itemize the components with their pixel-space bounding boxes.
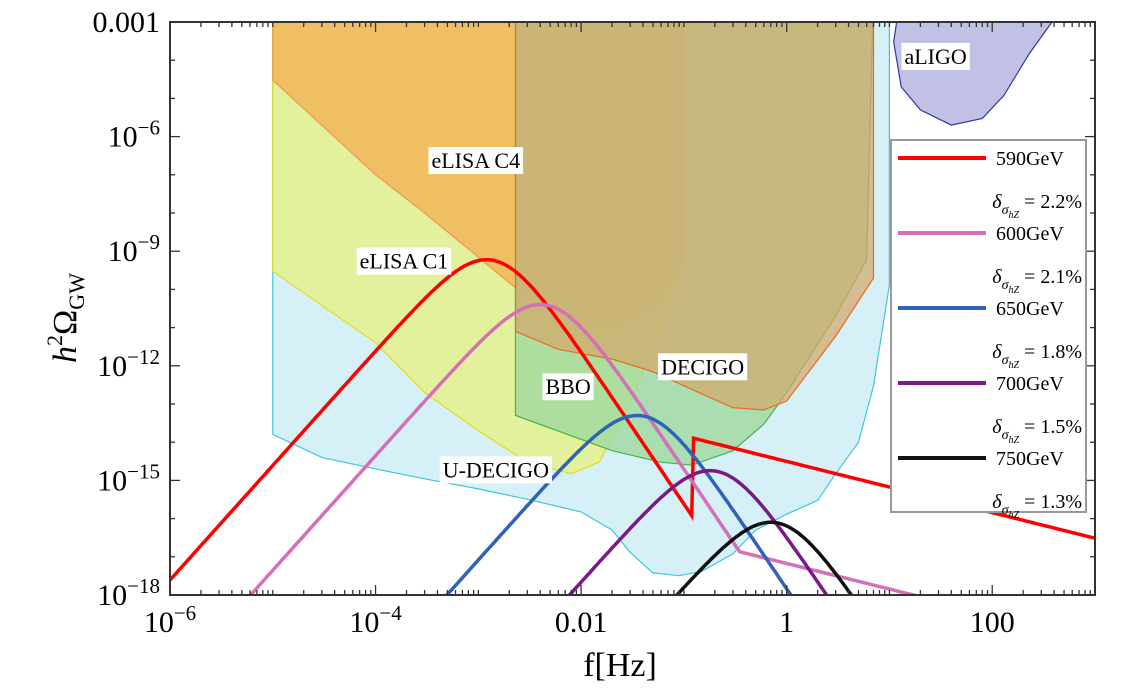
legend-delta-700gev: δσhZ = 1.5% <box>992 416 1082 446</box>
x-tick-label: 10−6 <box>144 601 196 639</box>
legend-label-750gev: 750GeV <box>996 448 1064 470</box>
plot-frame <box>169 21 1096 596</box>
region-label-bg <box>439 456 553 484</box>
legend-delta-590gev: δσhZ = 2.2% <box>992 191 1082 221</box>
region-label-bg <box>428 147 524 175</box>
x-tick-label: 100 <box>970 606 1015 639</box>
legend-box <box>890 139 1087 513</box>
legend-delta-650gev: δσhZ = 1.8% <box>992 341 1082 371</box>
y-axis-title: h2ΩGW <box>42 273 89 363</box>
series-650gev <box>444 413 793 595</box>
region-label-elisa-c1: eLISA C1 <box>360 249 449 274</box>
x-tick-label: 1 <box>779 606 794 639</box>
legend-delta-600gev: δσhZ = 2.1% <box>992 266 1082 296</box>
y-tick-label: 10−9 <box>108 230 160 268</box>
series-600gev <box>248 302 921 595</box>
region-decigo <box>514 22 875 411</box>
y-tick-label: 0.001 <box>93 6 161 39</box>
x-axis-title: f[Hz] <box>583 647 657 684</box>
region-label-decigo: DECIGO <box>661 354 744 379</box>
legend-label-590gev: 590GeV <box>996 148 1064 170</box>
x-tick-label: 0.01 <box>555 606 608 639</box>
region-label-bbo: BBO <box>545 374 590 399</box>
region-aligo <box>893 22 1053 126</box>
y-tick-label: 10−6 <box>108 116 160 154</box>
legend-delta-750gev: δσhZ = 1.3% <box>992 491 1082 521</box>
region-label-bg <box>356 247 452 275</box>
region-label-bg <box>901 42 970 70</box>
region-label-elisa-c4: eLISA C4 <box>431 148 520 173</box>
y-tick-label: 10−15 <box>97 459 160 497</box>
y-tick-label: 10−12 <box>97 345 160 383</box>
y-tick-label: 10−18 <box>97 574 160 612</box>
region-label-bg <box>542 373 594 401</box>
region-label-u-decigo: U-DECIGO <box>443 457 549 482</box>
legend-label-600gev: 600GeV <box>996 223 1064 245</box>
series-700gev <box>567 468 829 595</box>
region-label-aligo: aLIGO <box>904 44 966 69</box>
x-tick-label: 10−4 <box>349 601 402 639</box>
legend-label-650gev: 650GeV <box>996 298 1064 320</box>
legend-label-700gev: 700GeV <box>996 373 1064 395</box>
region-label-bg <box>658 353 748 381</box>
